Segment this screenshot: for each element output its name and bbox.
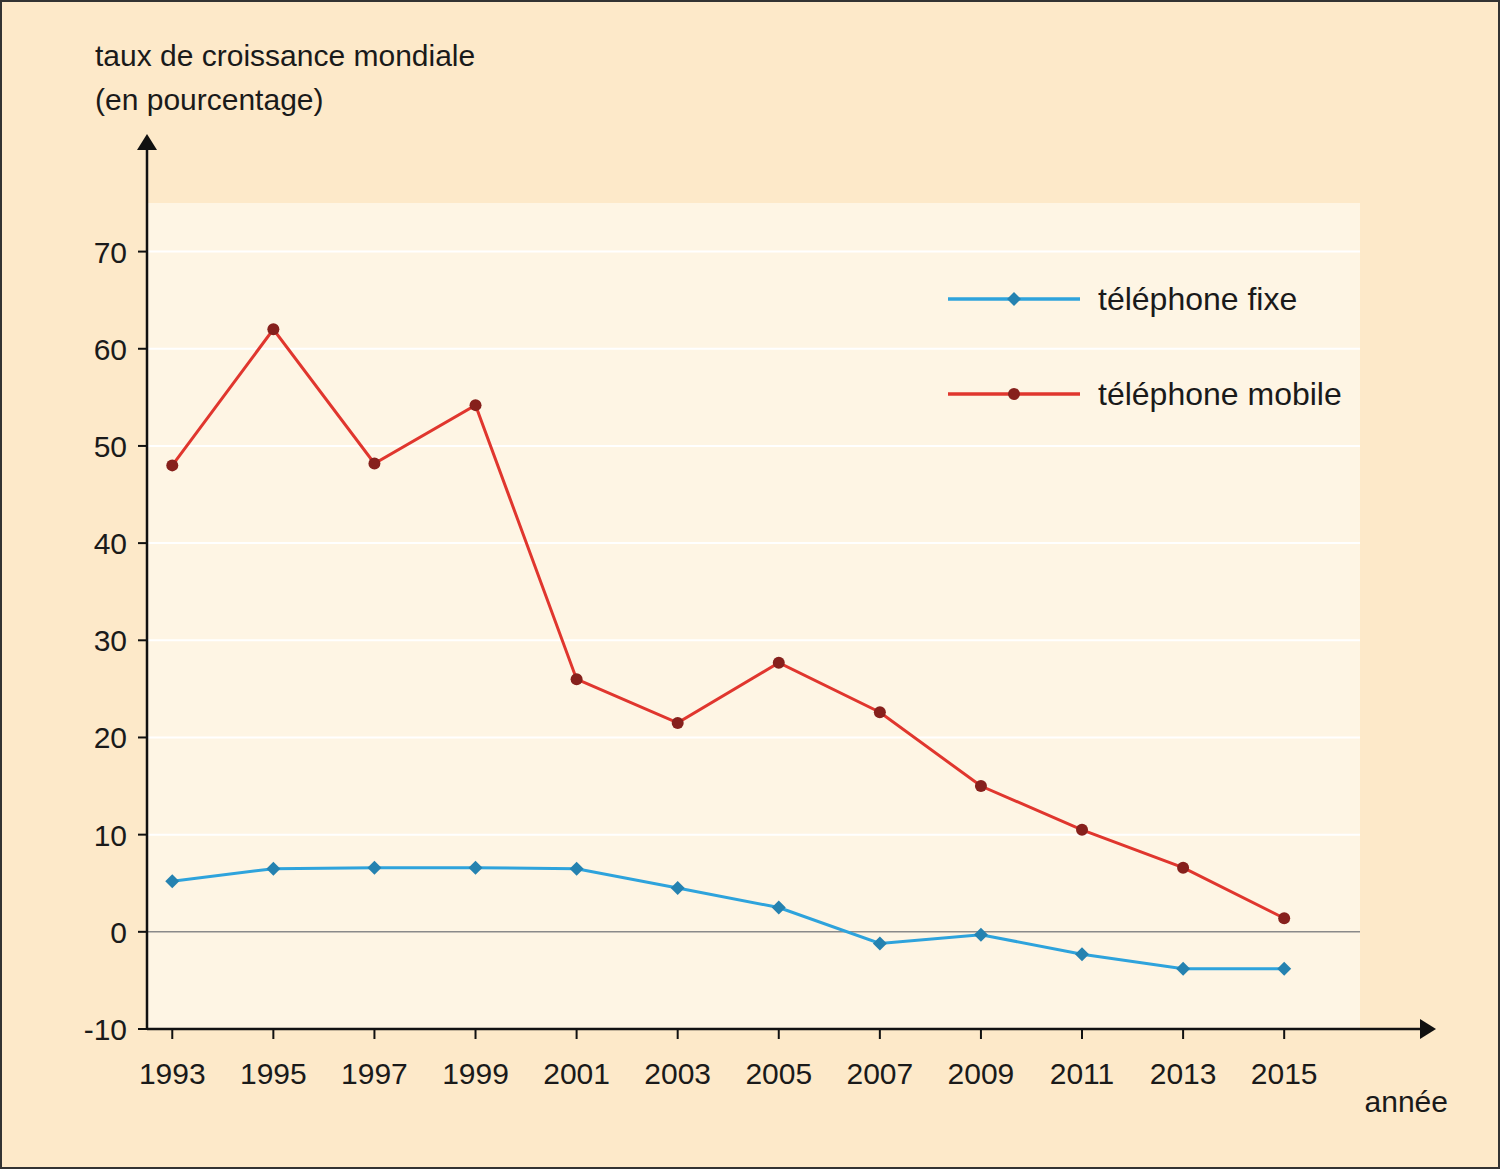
grid-line (147, 542, 1360, 544)
y-tick (138, 542, 147, 544)
y-tick (138, 736, 147, 738)
chart: -10 0 10 20 30 40 50 60 70 1993 1995 1997 1999 2001 20… (0, 0, 1500, 1169)
x-tick (677, 1029, 679, 1039)
series-point (1277, 962, 1291, 976)
series-point (166, 459, 178, 471)
x-tick (980, 1029, 982, 1039)
y-axis-label: (en pourcentage) (95, 83, 324, 116)
series-point (1177, 862, 1189, 874)
y-tick-label: 0 (110, 916, 127, 949)
y-tick (138, 931, 147, 933)
series-point (772, 901, 786, 915)
x-tick (778, 1029, 780, 1039)
x-tick-label: 2011 (1050, 1057, 1115, 1090)
legend-label: téléphone fixe (1098, 281, 1297, 317)
series-point (266, 862, 280, 876)
grid-line (147, 348, 1360, 350)
y-axis-arrow (137, 134, 157, 150)
x-axis (147, 1028, 1420, 1031)
y-tick (138, 445, 147, 447)
series-point (470, 399, 482, 411)
legend-marker (1008, 388, 1020, 400)
x-tick (272, 1029, 274, 1039)
series-point (974, 928, 988, 942)
series-point (874, 706, 886, 718)
grid-line (147, 736, 1360, 738)
series-point (873, 936, 887, 950)
x-tick (475, 1029, 477, 1039)
series-point (1176, 962, 1190, 976)
y-tick (138, 1028, 147, 1030)
x-tick-label: 2009 (948, 1057, 1015, 1090)
series-point (267, 323, 279, 335)
grid-line (147, 834, 1360, 836)
series-point (773, 657, 785, 669)
x-axis-label: année (1365, 1085, 1448, 1118)
series-line (172, 329, 1284, 918)
x-tick (1182, 1029, 1184, 1039)
y-tick (138, 348, 147, 350)
x-tick-label: 2001 (543, 1057, 610, 1090)
y-tick-label: 40 (94, 527, 127, 560)
y-tick-label: -10 (84, 1013, 127, 1046)
series-point (672, 717, 684, 729)
x-tick (1081, 1029, 1083, 1039)
series-point (571, 673, 583, 685)
y-tick-label: 10 (94, 819, 127, 852)
x-tick (373, 1029, 375, 1039)
grid-line (147, 639, 1360, 641)
page-frame (1, 1, 1499, 1168)
x-tick-label: 1997 (341, 1057, 408, 1090)
x-tick (879, 1029, 881, 1039)
x-tick (576, 1029, 578, 1039)
x-tick (1283, 1029, 1285, 1039)
series-point (165, 874, 179, 888)
legend-label: téléphone mobile (1098, 376, 1342, 412)
series-point (368, 457, 380, 469)
x-tick-label: 1993 (139, 1057, 206, 1090)
series-point (1075, 947, 1089, 961)
grid-line (147, 445, 1360, 447)
x-tick-label: 2013 (1150, 1057, 1217, 1090)
legend: téléphone fixe téléphone mobile (948, 281, 1342, 412)
y-tick (138, 251, 147, 253)
series-point (570, 862, 584, 876)
x-tick-label: 2007 (846, 1057, 913, 1090)
x-tick-label: 2003 (644, 1057, 711, 1090)
series-group (165, 323, 1291, 975)
y-tick-label: 60 (94, 333, 127, 366)
plot-area (147, 203, 1360, 1029)
series-point (1076, 824, 1088, 836)
y-tick (138, 639, 147, 641)
series-point (671, 881, 685, 895)
y-tick-label: 50 (94, 430, 127, 463)
y-tick-label: 30 (94, 624, 127, 657)
y-axis-label: taux de croissance mondiale (95, 39, 475, 72)
y-axis (146, 150, 149, 1029)
x-tick-label: 1995 (240, 1057, 307, 1090)
grid-line (147, 251, 1360, 253)
x-tick-label: 1999 (442, 1057, 509, 1090)
x-axis-arrow (1420, 1019, 1436, 1039)
x-tick (171, 1029, 173, 1039)
series-point (1278, 912, 1290, 924)
legend-marker (1007, 292, 1021, 306)
x-tick-label: 2005 (745, 1057, 812, 1090)
y-tick (138, 834, 147, 836)
y-tick-label: 20 (94, 721, 127, 754)
series-line (172, 868, 1284, 969)
grid-line (147, 931, 1360, 933)
series-point (469, 861, 483, 875)
y-tick-label: 70 (94, 236, 127, 269)
series-point (975, 780, 987, 792)
x-tick-label: 2015 (1251, 1057, 1318, 1090)
series-point (367, 861, 381, 875)
